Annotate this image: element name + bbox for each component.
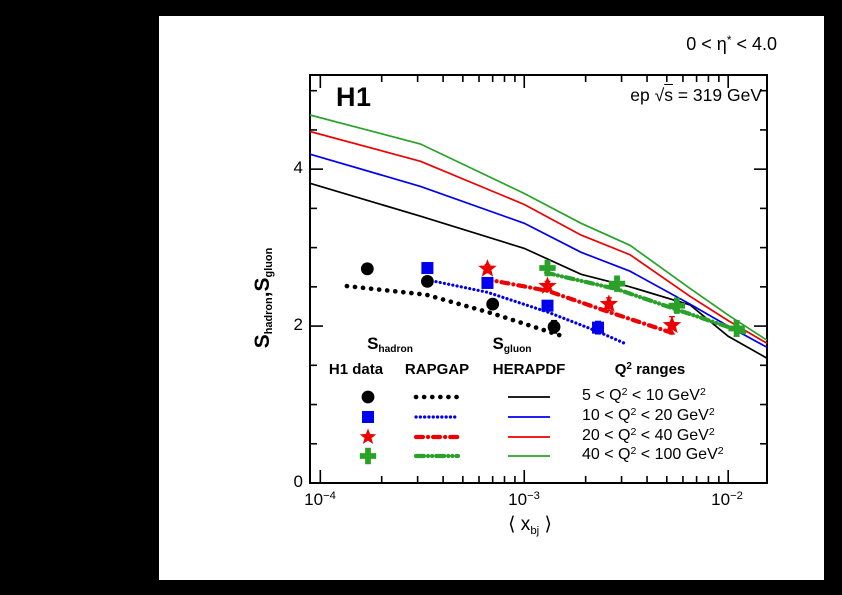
data-point-cross	[539, 259, 556, 277]
legend-column-rapgap: RAPGAP	[404, 361, 470, 378]
data-point-cross	[608, 275, 626, 292]
x-axis-title: ⟨ xbj ⟩	[508, 514, 552, 537]
legend-header-s-gluon: Sgluon	[492, 334, 532, 356]
rapgap-line-sample-icon	[414, 415, 460, 419]
q2-range-label: 10 < Q2 < 20 GeV2	[582, 405, 715, 424]
h1-data-marker-cross-icon	[359, 447, 377, 465]
experiment-label: H1	[336, 82, 372, 112]
rapgap-line-sample-icon	[413, 434, 461, 440]
herapdf-curve-3	[309, 114, 768, 341]
legend-row-q2-10-20: 10 < Q2 < 20 GeV2	[159, 406, 824, 428]
beam-energy-label: ep √s = 319 GeV	[630, 85, 762, 105]
rapgap-line-sample-icon	[413, 453, 461, 459]
herapdf-line-sample-icon	[508, 455, 550, 457]
h1-data-marker-star-icon	[359, 428, 377, 444]
data-point-circle	[360, 262, 374, 276]
figure-canvas: 0 < η* < 4.0 H1 ep √s = 319 GeV 0 2 4 10…	[159, 16, 824, 580]
cross-marker	[359, 447, 377, 465]
data-point-star	[538, 276, 557, 294]
herapdf-curve-2	[309, 130, 768, 345]
x-tick-label-1e-3: 10−3	[508, 490, 540, 509]
y-tick-label-4: 4	[293, 158, 303, 177]
herapdf-line-sample-icon	[508, 396, 550, 398]
herapdf-curve-1	[309, 153, 768, 349]
q2-range-label: 40 < Q2 < 100 GeV2	[582, 444, 724, 463]
y-tick-label-2: 2	[293, 315, 303, 334]
herapdf-line-sample-icon	[508, 436, 550, 438]
x-tick-label-1e-2: 10−2	[711, 490, 743, 509]
rapgap-line-sample-icon	[413, 394, 461, 400]
herapdf-curve-0	[309, 182, 768, 359]
rapgap-curve-1	[421, 277, 627, 345]
data-point-star	[478, 259, 497, 277]
data-point-cross	[668, 297, 686, 314]
data-point-square	[592, 321, 605, 334]
data-point-star	[662, 315, 682, 334]
data-point-cross	[728, 320, 745, 337]
legend-header-s-hadron: Shadron	[367, 334, 413, 356]
legend-row-q2-5-10: 5 < Q2 < 10 GeV2	[159, 386, 824, 408]
data-point-square	[541, 299, 554, 312]
eta-range-label: 0 < η* < 4.0	[686, 33, 777, 54]
q2-range-label: 20 < Q2 < 40 GeV2	[582, 425, 715, 444]
data-point-star	[599, 294, 619, 312]
square-marker	[362, 411, 374, 423]
rapgap-curve-2	[482, 276, 678, 336]
q2-range-label: 5 < Q2 < 10 GeV2	[582, 385, 706, 404]
data-point-square	[481, 276, 494, 289]
circle-marker	[361, 390, 375, 404]
y-axis-title: Shadron,Sgluon	[251, 247, 276, 349]
h1-data-marker-square-icon	[362, 411, 374, 423]
x-tick-label-1e-4: 10−4	[304, 490, 336, 509]
y-tick-label-0: 0	[293, 472, 303, 491]
plot-frame	[309, 74, 768, 484]
plot-area	[309, 74, 768, 484]
star-marker	[359, 428, 377, 444]
legend-row-q2-40-100: 40 < Q2 < 100 GeV2	[159, 445, 824, 467]
legend-column-h1-data: H1 data	[328, 361, 384, 378]
legend-column-herapdf: HERAPDF	[492, 361, 566, 378]
data-point-circle	[420, 274, 434, 288]
legend-row-q2-20-40: 20 < Q2 < 40 GeV2	[159, 426, 824, 448]
legend-column-q2-ranges: Q2 ranges	[614, 361, 686, 378]
rapgap-curve-0	[344, 283, 566, 339]
herapdf-line-sample-icon	[508, 416, 550, 418]
rapgap-curve-3	[544, 270, 747, 335]
data-point-circle	[547, 320, 561, 334]
h1-data-marker-circle-icon	[361, 390, 375, 404]
data-point-circle	[486, 297, 500, 311]
data-point-square	[421, 262, 434, 275]
